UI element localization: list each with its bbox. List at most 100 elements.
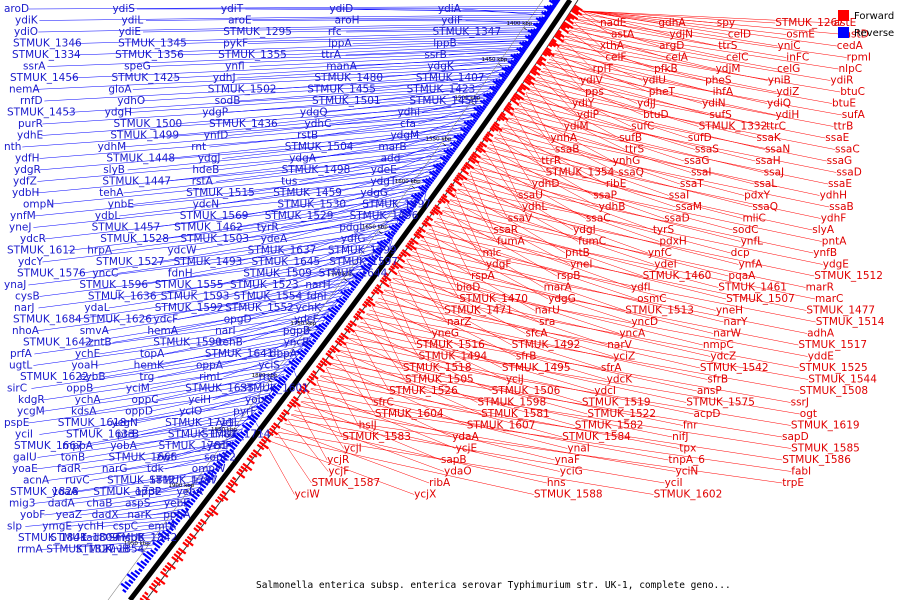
- forward-feature-block: [173, 553, 184, 562]
- forward-feature-block: [150, 582, 157, 588]
- forward-gene-leader: [378, 297, 601, 369]
- reverse-gene-leader: [282, 338, 311, 366]
- forward-feature-block: [175, 550, 182, 556]
- forward-gene-label: ycjX: [414, 489, 436, 501]
- forward-feature-block: [256, 443, 265, 451]
- reverse-feature-block: [161, 530, 170, 538]
- forward-feature-block: [370, 291, 376, 296]
- reverse-feature-block: [276, 383, 283, 389]
- reverse-gene-label: yciI: [15, 429, 33, 441]
- reverse-gene-leader: [41, 376, 283, 412]
- reverse-feature-block: [501, 66, 511, 75]
- reverse-gene-leader: [163, 147, 451, 182]
- forward-gene-leader: [581, 10, 834, 24]
- reverse-gene-label: sodB: [215, 95, 241, 107]
- reverse-gene-label: opgD: [224, 314, 252, 326]
- forward-feature-block: [496, 117, 502, 122]
- reverse-gene-label: ydiT: [221, 3, 244, 15]
- reverse-gene-label: purR: [18, 118, 43, 130]
- reverse-gene-leader: [31, 350, 302, 389]
- forward-gene-leader: [492, 140, 753, 208]
- forward-gene-label: ydcK: [607, 374, 634, 386]
- reverse-feature-block: [459, 133, 466, 139]
- forward-gene-label: ssaP: [593, 190, 617, 202]
- reverse-gene-leader: [222, 129, 464, 159]
- reverse-gene-leader: [36, 289, 348, 332]
- forward-gene-label: ssaJ: [764, 167, 784, 179]
- forward-feature-block: [349, 320, 358, 327]
- forward-feature-block: [541, 52, 548, 57]
- kbp-tick-label: 1850 kbp: [211, 427, 237, 433]
- forward-gene-label: STMUK_1460: [643, 270, 712, 282]
- reverse-feature-block: [527, 39, 533, 44]
- reverse-gene-label: ydbH: [12, 187, 39, 199]
- reverse-gene-leader: [136, 548, 152, 550]
- forward-gene-label: STMUK_1607: [467, 420, 536, 432]
- reverse-gene-label: ydfG: [341, 233, 366, 245]
- reverse-gene-label: STMUK_1854: [76, 544, 145, 556]
- forward-feature-block: [469, 155, 480, 164]
- forward-gene-label: ssaQ: [752, 201, 778, 213]
- reverse-gene-leader: [365, 209, 407, 240]
- reverse-feature-block: [142, 552, 152, 561]
- reverse-feature-block: [456, 139, 462, 145]
- reverse-gene-label: pphA: [163, 509, 191, 521]
- reverse-gene-label: tus: [281, 176, 297, 188]
- reverse-feature-block: [311, 338, 317, 343]
- forward-gene-label: ydhB: [599, 201, 626, 213]
- forward-feature-block: [523, 79, 531, 86]
- reverse-gene-leader: [132, 168, 436, 205]
- reverse-feature-block: [431, 169, 439, 176]
- forward-gene-label: yniB: [768, 75, 791, 87]
- forward-gene-label: fumA: [497, 236, 526, 248]
- forward-gene-label: inFC: [786, 52, 809, 64]
- reverse-gene-label: STMUK_1576: [17, 268, 86, 280]
- reverse-feature-block: [491, 91, 497, 96]
- reverse-feature-block: [218, 453, 228, 461]
- reverse-gene-leader: [308, 217, 401, 251]
- reverse-gene-leader: [171, 295, 343, 332]
- forward-feature-block: [550, 39, 560, 48]
- reverse-gene-label: pykF: [223, 38, 248, 50]
- reverse-gene-leader: [67, 85, 495, 113]
- reverse-feature-block: [518, 46, 526, 53]
- reverse-feature-block: [546, 9, 552, 15]
- reverse-feature-block: [439, 156, 449, 164]
- forward-feature-block: [482, 137, 489, 143]
- reverse-gene-leader: [37, 144, 453, 182]
- reverse-gene-leader: [22, 114, 474, 148]
- forward-feature-block: [539, 55, 547, 62]
- forward-gene-label: cedA: [837, 40, 864, 52]
- reverse-gene-label: yoaE: [12, 463, 38, 475]
- legend-reverse-swatch: [838, 27, 849, 38]
- forward-gene-leader: [447, 203, 729, 277]
- reverse-gene-label: yciH: [188, 394, 211, 406]
- forward-gene-label: STMUK_1492: [512, 339, 581, 351]
- forward-gene-label: astA: [611, 29, 635, 41]
- forward-feature-block: [532, 66, 538, 72]
- reverse-gene-label: pyrF: [233, 406, 256, 418]
- forward-gene-label: ydjN: [669, 29, 693, 41]
- reverse-feature-block: [442, 161, 447, 166]
- reverse-feature-block: [360, 265, 369, 273]
- forward-gene-leader: [383, 290, 516, 357]
- forward-gene-label: fumC: [578, 236, 606, 248]
- forward-feature-block: [195, 524, 204, 532]
- forward-feature-block: [530, 68, 541, 76]
- forward-feature-block: [566, 16, 571, 21]
- forward-feature-block: [238, 468, 244, 474]
- reverse-feature-block: [518, 52, 524, 57]
- reverse-feature-block: [532, 22, 542, 30]
- reverse-gene-label: ydaL: [84, 302, 109, 314]
- reverse-feature-block: [516, 47, 525, 55]
- reverse-gene-leader: [286, 274, 358, 309]
- reverse-gene-leader: [47, 456, 223, 481]
- forward-gene-label: ydhL: [522, 201, 548, 213]
- reverse-gene-leader: [44, 197, 415, 240]
- forward-gene-leader: [546, 62, 638, 104]
- forward-feature-block: [302, 382, 308, 388]
- forward-gene-label: sufD: [688, 132, 712, 144]
- reverse-feature-block: [394, 223, 401, 229]
- reverse-feature-block: [246, 415, 257, 423]
- forward-gene-leader: [409, 254, 808, 334]
